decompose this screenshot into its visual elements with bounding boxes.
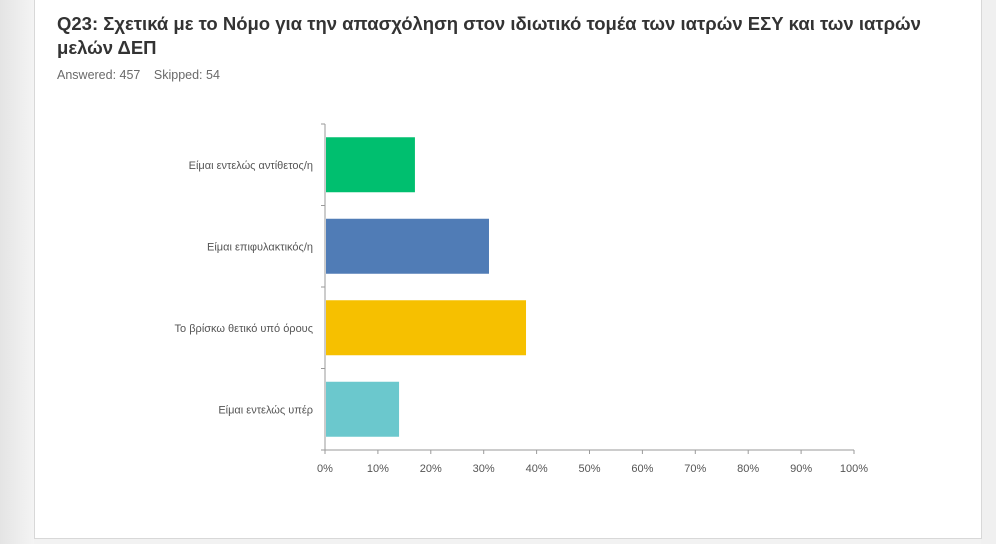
right-scroll-strip	[981, 0, 996, 544]
category-label: Είμαι εντελώς αντίθετος/η	[189, 160, 313, 172]
x-tick-label: 70%	[684, 463, 706, 475]
question-panel: Q23: Σχετικά με το Νόμο για την απασχόλη…	[34, 0, 982, 539]
left-gutter	[0, 0, 34, 544]
x-tick-label: 100%	[840, 463, 868, 475]
x-tick-label: 60%	[631, 463, 653, 475]
category-label: Είμαι επιφυλακτικός/η	[207, 241, 313, 253]
x-tick-label: 20%	[420, 463, 442, 475]
x-tick-label: 50%	[578, 463, 600, 475]
response-stats: Answered: 457 Skipped: 54	[57, 68, 230, 82]
bar	[326, 137, 415, 193]
skipped-count: Skipped: 54	[153, 68, 220, 82]
category-label: Το βρίσκω θετικό υπό όρους	[175, 323, 313, 335]
x-tick-label: 90%	[790, 463, 812, 475]
bar	[326, 381, 400, 437]
x-tick-label: 10%	[367, 463, 389, 475]
question-title: Q23: Σχετικά με το Νόμο για την απασχόλη…	[57, 13, 921, 58]
bar	[326, 300, 527, 356]
x-tick-label: 0%	[317, 463, 333, 475]
answered-count: Answered: 457	[57, 68, 141, 82]
x-tick-label: 40%	[526, 463, 548, 475]
bar	[326, 218, 489, 274]
x-tick-label: 30%	[473, 463, 495, 475]
category-label: Είμαι εντελώς υπέρ	[218, 404, 313, 416]
x-tick-label: 80%	[737, 463, 759, 475]
